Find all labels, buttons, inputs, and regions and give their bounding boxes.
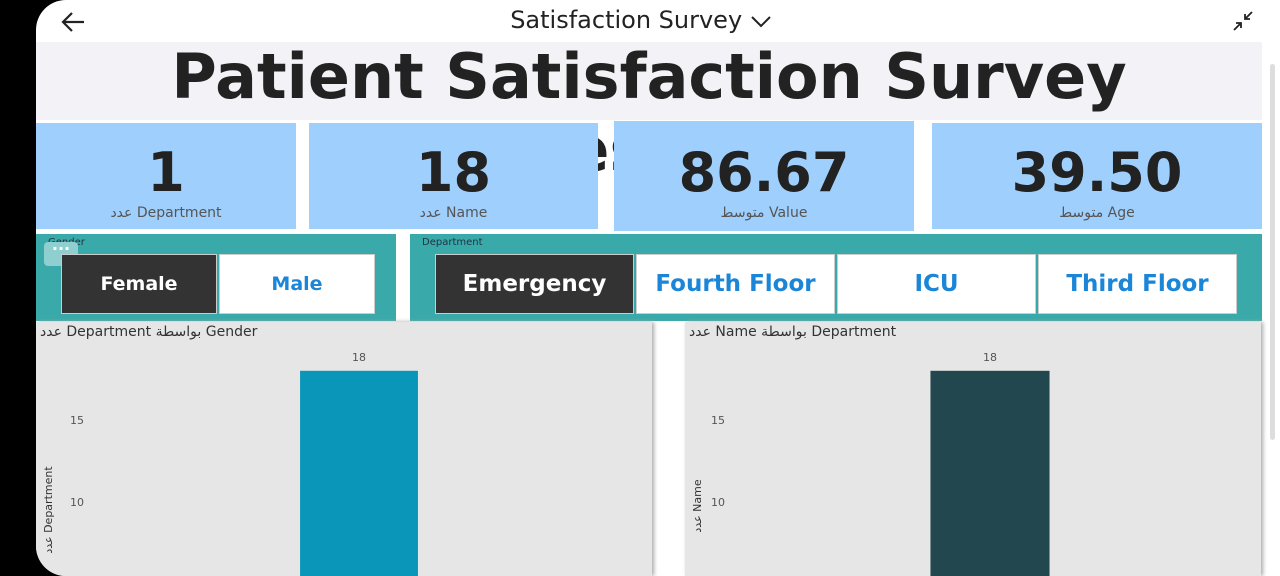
kpi-card[interactable]: 1 عدد Department: [36, 123, 296, 229]
kpi-value: 86.67: [678, 141, 850, 204]
chart-title: عدد Department بواسطة Gender: [40, 324, 258, 340]
kpi-card[interactable]: 18 عدد Name: [309, 123, 598, 229]
chart-visual: عدد Department بواسطة Gender عدد Departme…: [36, 322, 652, 576]
slicer-item[interactable]: Emergency: [435, 254, 634, 314]
y-tick-label: 15: [70, 414, 84, 427]
data-label: 18: [983, 351, 997, 364]
slicer-item[interactable]: Third Floor: [1038, 254, 1237, 314]
title-band: Patient Satisfaction Survey Results: [36, 40, 1262, 186]
slicer-item[interactable]: ICU: [837, 254, 1036, 314]
kpi-label: متوسط Value: [720, 205, 808, 221]
bar: [930, 370, 1050, 576]
report-name[interactable]: Satisfaction Survey: [36, 6, 1246, 34]
back-button[interactable]: [60, 10, 86, 34]
slicer-item[interactable]: Fourth Floor: [636, 254, 835, 314]
chevron: [751, 16, 771, 28]
scrollbar[interactable]: [1270, 64, 1275, 440]
bar: [300, 370, 418, 576]
slicer: Department Emergency Fourth Floor ICU Third…: [410, 234, 1262, 321]
kpi-value: 1: [147, 141, 185, 204]
slicer-title: Department: [422, 237, 483, 248]
kpi-card[interactable]: 86.67 متوسط Value: [614, 121, 914, 231]
data-label: 18: [352, 351, 366, 364]
kpi-card[interactable]: 39.50 متوسط Age: [932, 123, 1262, 229]
chart-visual: عدد Name بواسطة Department عدد Name 10 15 18: [685, 322, 1261, 576]
collapse-button[interactable]: [1232, 10, 1254, 32]
y-tick-label: 10: [711, 496, 725, 509]
app-screen: Satisfaction Survey Patient Satisfaction…: [36, 0, 1280, 576]
kpi-value: 18: [415, 141, 492, 204]
y-tick-label: 10: [70, 496, 84, 509]
kpi-label: عدد Name: [419, 205, 488, 221]
y-tick-label: 15: [711, 414, 725, 427]
kpi-label: متوسط Age: [1059, 205, 1135, 221]
report-name-text: Satisfaction Survey: [510, 6, 743, 34]
kpi-value: 39.50: [1011, 141, 1183, 204]
chart: عدد Name بواسطة Department عدد Name 10 15 18: [689, 324, 1050, 576]
y-axis-title: عدد Department: [42, 466, 55, 554]
y-axis-title: عدد Name: [691, 479, 704, 532]
chart-title: عدد Name بواسطة Department: [689, 324, 897, 340]
kpi-label: عدد Department: [110, 205, 222, 221]
chart: عدد Department بواسطة Gender عدد Departme…: [40, 324, 418, 576]
slicer-item[interactable]: Female: [61, 254, 217, 314]
slicer-item[interactable]: Male: [219, 254, 375, 314]
